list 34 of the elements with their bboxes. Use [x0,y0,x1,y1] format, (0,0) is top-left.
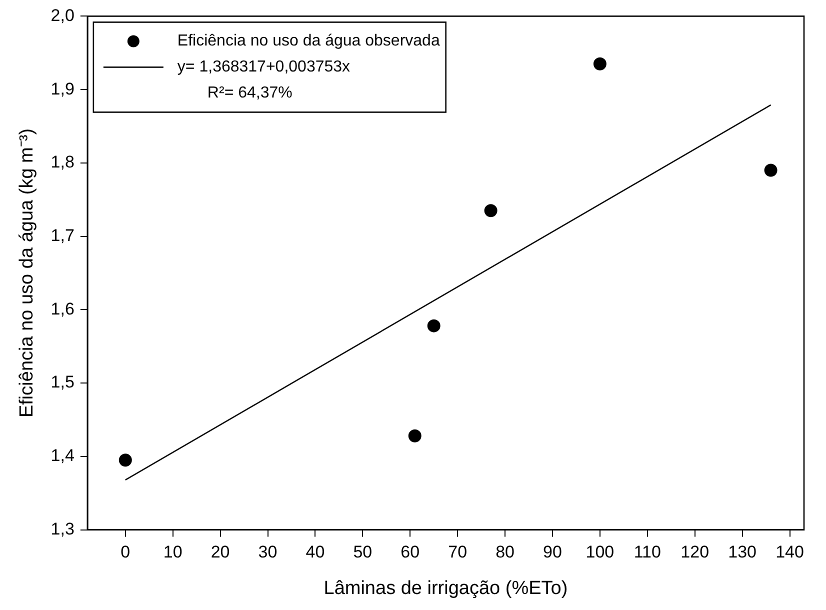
x-tick-label: 140 [776,542,804,562]
x-tick-label: 40 [306,542,325,562]
x-tick-label: 90 [543,542,562,562]
point [484,204,498,218]
point [427,319,440,332]
point [118,454,132,467]
annotation: R²= 64,37% [207,84,292,102]
y-tick-label: 1,9 [50,79,74,98]
x-tick-label: 100 [586,542,614,562]
y-tick-label: 1,3 [50,519,74,538]
point [764,164,778,177]
y-axis-title: Eficiência no uso da água (kg m⁻³) [16,128,38,418]
x-tick-label: 0 [120,542,130,562]
y-tick-label: 1,7 [50,226,74,245]
x-tick-label: 30 [258,542,278,562]
y-tick-label: 1,6 [50,299,74,318]
x-tick-label: 10 [163,542,182,562]
x-tick-label: 50 [353,542,372,562]
y-tick-label: 1,8 [50,152,74,172]
y-tick-label: 1,4 [50,446,74,466]
x-tick-label: 120 [680,542,710,562]
y-tick-label: 2,0 [50,6,74,25]
legend-label: Eficiência no uso da água observada [177,32,440,50]
x-tick-label: 70 [448,542,468,562]
x-axis-title: Lâminas de irrigação (%ETo) [324,578,568,599]
legend-label: y= 1,368317+0,003753x [177,58,350,76]
x-tick-label: 20 [210,542,230,562]
x-tick-label: 110 [634,542,661,562]
x-tick-label: 80 [496,542,514,562]
x-tick-label: 60 [400,542,420,562]
point [408,429,422,442]
point [593,57,606,70]
y-tick-label: 1,5 [50,372,74,392]
x-tick-label: 130 [728,542,756,562]
